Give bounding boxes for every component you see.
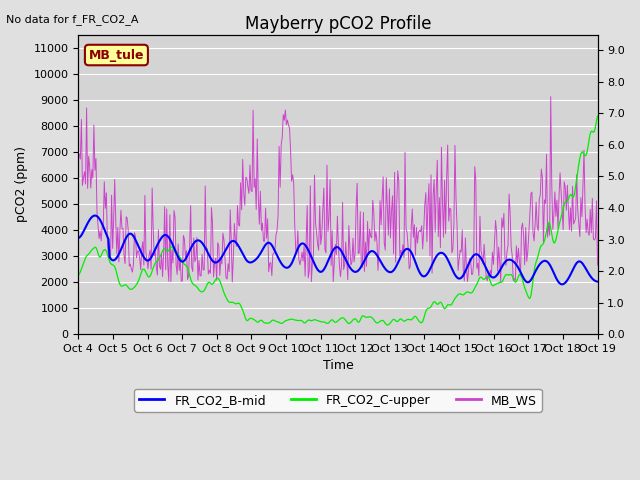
Title: Mayberry pCO2 Profile: Mayberry pCO2 Profile xyxy=(244,15,431,33)
X-axis label: Time: Time xyxy=(323,360,353,372)
Legend: FR_CO2_B-mid, FR_CO2_C-upper, MB_WS: FR_CO2_B-mid, FR_CO2_C-upper, MB_WS xyxy=(134,389,541,412)
Text: No data for f_FR_CO2_A: No data for f_FR_CO2_A xyxy=(6,14,139,25)
Y-axis label: pCO2 (ppm): pCO2 (ppm) xyxy=(15,146,28,222)
Text: MB_tule: MB_tule xyxy=(89,48,144,61)
